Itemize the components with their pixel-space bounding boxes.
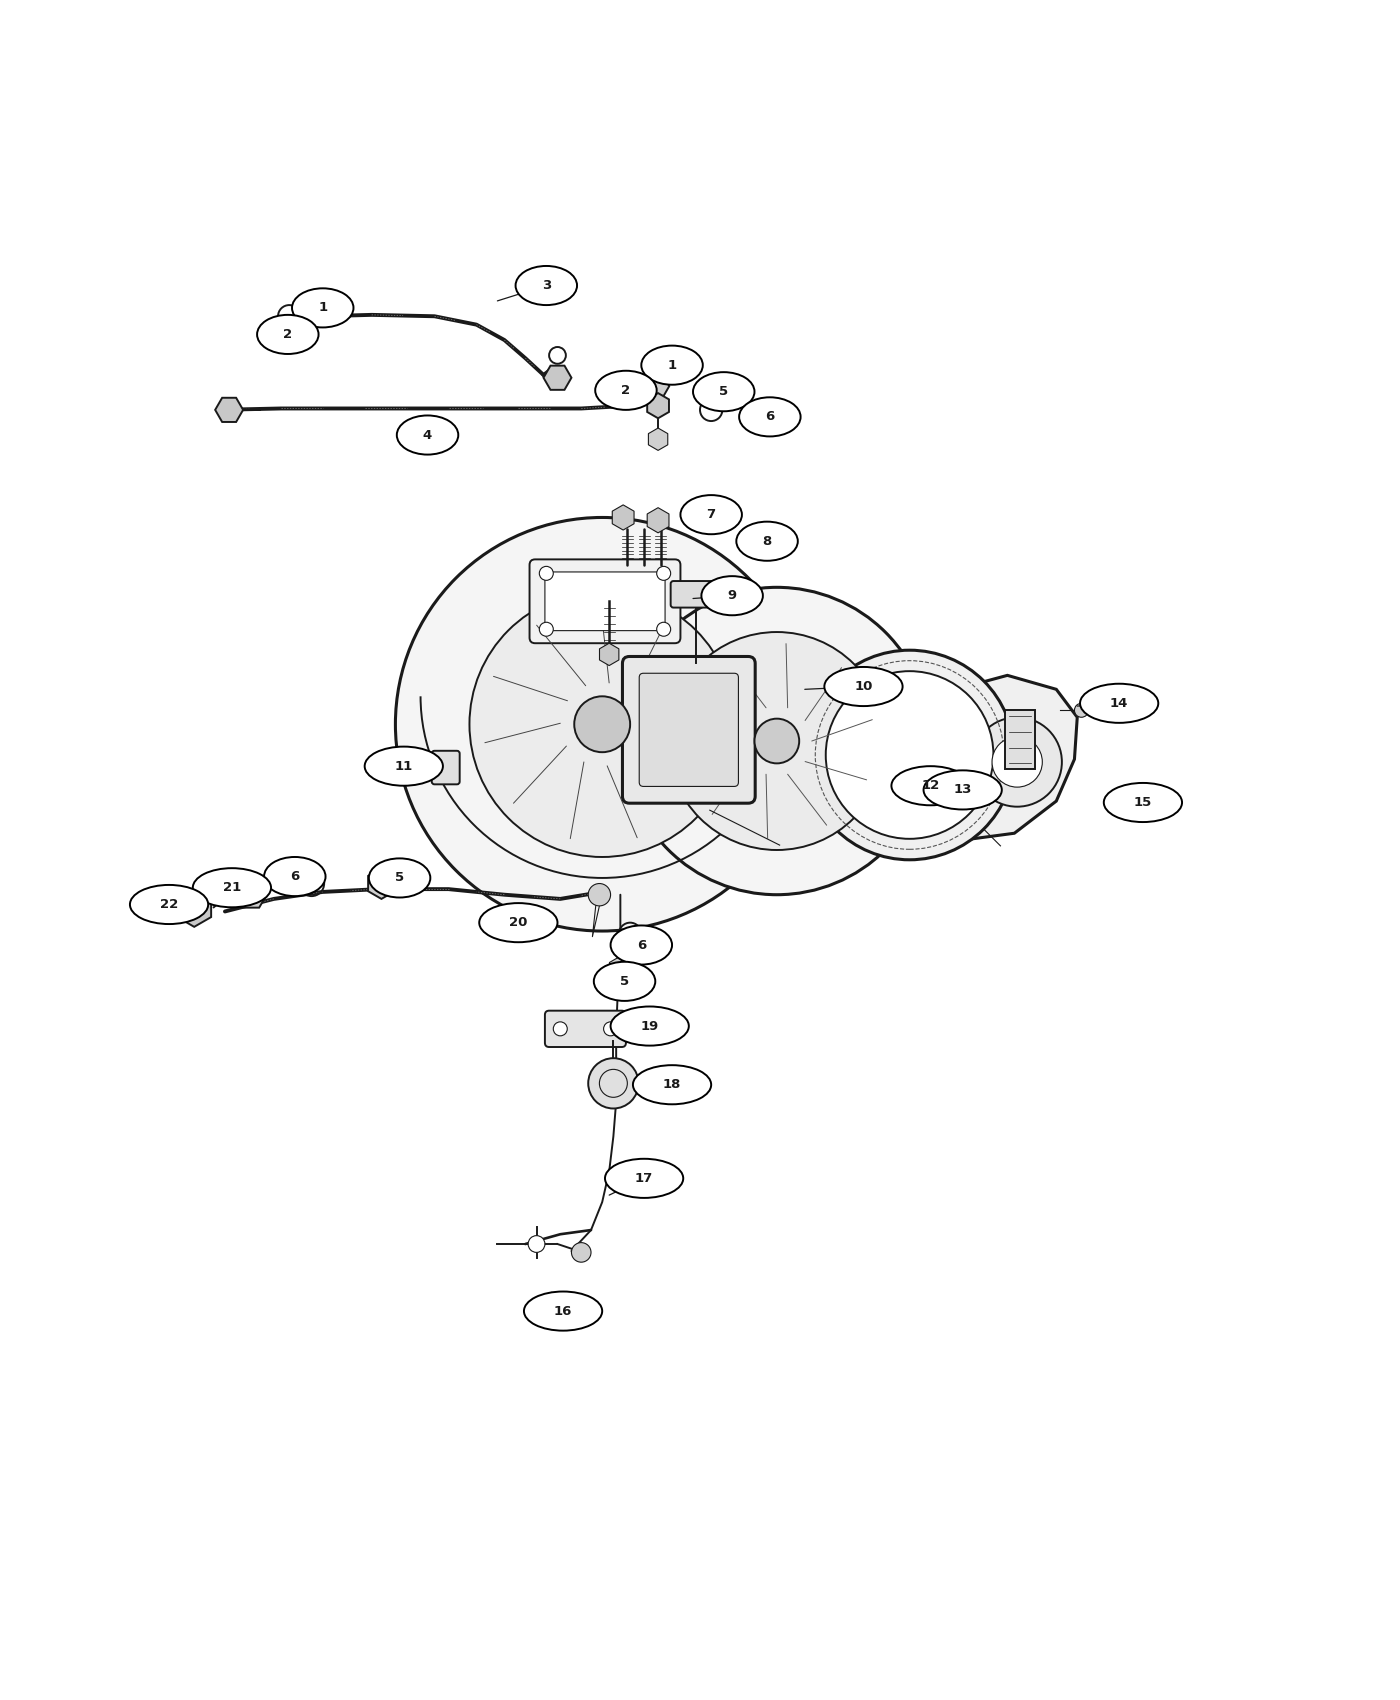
Text: 6: 6 [637,938,645,952]
Polygon shape [1005,711,1036,768]
Ellipse shape [739,398,801,437]
Ellipse shape [1103,784,1182,823]
Circle shape [805,649,1015,860]
FancyBboxPatch shape [431,751,459,784]
Text: 5: 5 [720,386,728,398]
Ellipse shape [924,770,1002,809]
FancyBboxPatch shape [671,581,721,607]
Circle shape [571,1243,591,1261]
Ellipse shape [605,1159,683,1198]
Ellipse shape [515,265,577,304]
Polygon shape [178,887,211,926]
Circle shape [539,566,553,580]
FancyBboxPatch shape [623,656,755,802]
Polygon shape [647,376,669,396]
Text: 17: 17 [636,1171,654,1185]
Text: 1: 1 [318,301,328,314]
Circle shape [623,586,931,894]
Text: 5: 5 [395,872,405,884]
Text: 22: 22 [160,898,178,911]
Ellipse shape [633,1066,711,1105]
Circle shape [539,622,553,636]
Text: 2: 2 [622,384,630,396]
Ellipse shape [1079,683,1158,722]
Ellipse shape [595,371,657,410]
Circle shape [553,1022,567,1035]
Circle shape [1074,704,1088,717]
Ellipse shape [610,1006,689,1046]
FancyBboxPatch shape [640,673,738,787]
Polygon shape [935,675,1077,838]
Ellipse shape [693,372,755,411]
Ellipse shape [293,289,353,328]
Polygon shape [609,955,631,981]
Ellipse shape [396,415,458,454]
Ellipse shape [825,666,903,705]
FancyBboxPatch shape [545,1012,626,1047]
Ellipse shape [479,903,557,942]
Text: 6: 6 [766,410,774,423]
Circle shape [657,622,671,636]
Circle shape [588,1057,638,1108]
Ellipse shape [892,767,970,806]
Circle shape [657,566,671,580]
Polygon shape [612,505,634,530]
Text: 5: 5 [620,974,629,988]
Text: 21: 21 [223,881,241,894]
Polygon shape [368,869,395,899]
Text: 1: 1 [668,359,676,372]
Ellipse shape [610,925,672,964]
Polygon shape [648,428,668,450]
Circle shape [973,717,1061,808]
Text: 4: 4 [423,428,433,442]
Circle shape [395,517,809,932]
Text: 16: 16 [554,1304,573,1318]
Text: 19: 19 [641,1020,659,1032]
Text: 7: 7 [707,508,715,522]
Text: 8: 8 [763,536,771,547]
Ellipse shape [524,1292,602,1331]
Ellipse shape [641,345,703,384]
Ellipse shape [701,576,763,615]
Circle shape [469,592,735,857]
Text: 15: 15 [1134,796,1152,809]
Text: 10: 10 [854,680,872,694]
Ellipse shape [364,746,442,785]
Circle shape [668,632,886,850]
Polygon shape [647,508,669,532]
FancyBboxPatch shape [529,559,680,643]
Polygon shape [599,643,619,666]
Circle shape [588,884,610,906]
Ellipse shape [680,495,742,534]
Text: 2: 2 [283,328,293,342]
Text: 14: 14 [1110,697,1128,711]
Circle shape [755,719,799,763]
Text: 9: 9 [728,590,736,602]
Ellipse shape [258,314,319,354]
Polygon shape [216,398,244,422]
Text: 6: 6 [290,870,300,882]
Ellipse shape [265,857,326,896]
Text: 18: 18 [662,1078,682,1091]
Text: 20: 20 [510,916,528,930]
Ellipse shape [594,962,655,1001]
Ellipse shape [130,886,209,925]
Ellipse shape [193,869,272,908]
Text: 11: 11 [395,760,413,774]
Circle shape [993,736,1043,787]
Polygon shape [543,366,571,389]
Ellipse shape [368,858,430,898]
Polygon shape [294,303,318,330]
Circle shape [826,672,994,838]
Text: 3: 3 [542,279,552,292]
Circle shape [574,697,630,751]
Circle shape [603,1022,617,1035]
FancyBboxPatch shape [545,571,665,631]
Text: 13: 13 [953,784,972,796]
Polygon shape [647,393,669,418]
Circle shape [528,1236,545,1253]
Ellipse shape [736,522,798,561]
Text: 12: 12 [921,779,939,792]
Polygon shape [232,876,269,908]
